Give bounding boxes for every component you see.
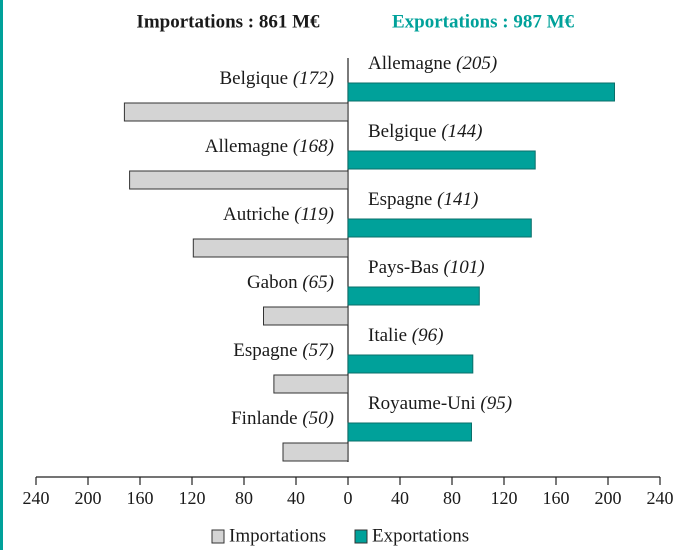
bar-label: Espagne (57) bbox=[233, 340, 334, 361]
x-tick-label: 160 bbox=[543, 488, 570, 508]
category-label: Pays-Bas bbox=[368, 257, 439, 278]
x-tick-label: 0 bbox=[344, 488, 353, 508]
bar-label: Finlande (50) bbox=[231, 408, 334, 429]
bar-label: Pays-Bas (101) bbox=[368, 257, 485, 278]
category-label: Espagne bbox=[233, 340, 297, 361]
category-label: Finlande bbox=[231, 408, 298, 429]
import-bar bbox=[273, 374, 349, 394]
x-tick-label: 240 bbox=[23, 488, 50, 508]
value-label: (101) bbox=[443, 257, 484, 278]
export-bar bbox=[347, 286, 480, 306]
x-tick-label: 120 bbox=[491, 488, 518, 508]
category-label: Espagne bbox=[368, 189, 432, 210]
x-tick-label: 160 bbox=[127, 488, 154, 508]
category-label: Belgique bbox=[219, 68, 288, 89]
legend-label: Exportations bbox=[372, 525, 469, 546]
import-bar bbox=[263, 306, 349, 326]
value-label: (65) bbox=[302, 272, 334, 293]
bar-label: Espagne (141) bbox=[368, 189, 478, 210]
bar-label: Gabon (65) bbox=[247, 272, 334, 293]
x-tick-label: 120 bbox=[179, 488, 206, 508]
value-label: (95) bbox=[480, 393, 512, 414]
value-label: (50) bbox=[302, 408, 334, 429]
value-label: (141) bbox=[437, 189, 478, 210]
value-label: (96) bbox=[412, 325, 444, 346]
bar-label: Belgique (144) bbox=[368, 121, 483, 142]
import-bar bbox=[123, 102, 349, 122]
left-border bbox=[0, 0, 3, 550]
value-label: (57) bbox=[302, 340, 334, 361]
category-label: Autriche bbox=[223, 204, 289, 225]
bar-label: Royaume-Uni (95) bbox=[368, 393, 512, 414]
legend-swatch bbox=[211, 529, 225, 544]
export-bar bbox=[347, 82, 615, 102]
bar-label: Allemagne (168) bbox=[205, 136, 334, 157]
bar-label: Allemagne (205) bbox=[368, 53, 497, 74]
bar-label: Belgique (172) bbox=[219, 68, 334, 89]
bar-label: Autriche (119) bbox=[223, 204, 334, 225]
category-label: Allemagne bbox=[205, 136, 288, 157]
bar-label: Italie (96) bbox=[368, 325, 443, 346]
x-tick-label: 40 bbox=[391, 488, 409, 508]
legend-swatch bbox=[354, 529, 368, 544]
import-bar bbox=[192, 238, 349, 258]
import-bar bbox=[129, 170, 349, 190]
category-label: Allemagne bbox=[368, 53, 451, 74]
x-tick-label: 240 bbox=[647, 488, 674, 508]
x-tick-label: 80 bbox=[443, 488, 461, 508]
export-bar bbox=[347, 218, 532, 238]
legend-label: Importations bbox=[229, 525, 326, 546]
imports-title: Importations : 861 M€ bbox=[136, 11, 320, 32]
x-tick-label: 200 bbox=[595, 488, 622, 508]
value-label: (144) bbox=[441, 121, 482, 142]
category-label: Gabon bbox=[247, 272, 298, 293]
x-tick-label: 40 bbox=[287, 488, 305, 508]
category-label: Italie bbox=[368, 325, 407, 346]
value-label: (172) bbox=[293, 68, 334, 89]
value-label: (205) bbox=[456, 53, 497, 74]
exports-title: Exportations : 987 M€ bbox=[392, 11, 575, 32]
import-bar bbox=[282, 442, 349, 462]
value-label: (168) bbox=[293, 136, 334, 157]
x-tick-label: 80 bbox=[235, 488, 253, 508]
x-tick-label: 200 bbox=[75, 488, 102, 508]
value-label: (119) bbox=[294, 204, 334, 225]
category-label: Royaume-Uni bbox=[368, 393, 476, 414]
category-label: Belgique bbox=[368, 121, 437, 142]
export-bar bbox=[347, 150, 536, 170]
export-bar bbox=[347, 422, 472, 442]
export-bar bbox=[347, 354, 474, 374]
